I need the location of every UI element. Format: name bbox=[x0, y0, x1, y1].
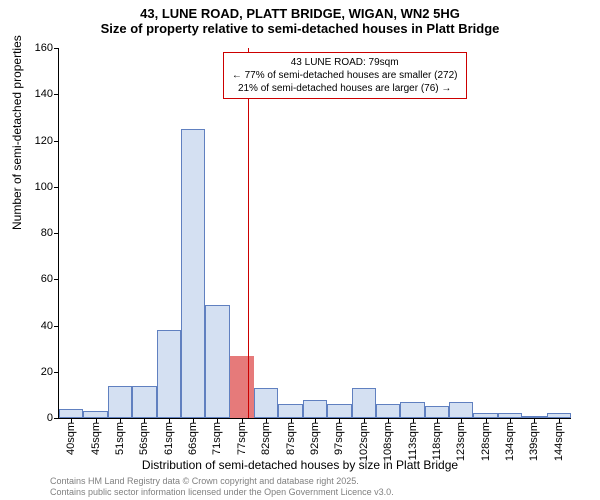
annotation-line-3: 21% of semi-detached houses are larger (… bbox=[232, 82, 458, 95]
footer-line-2: Contains public sector information licen… bbox=[50, 487, 394, 498]
x-tick-label: 123sqm bbox=[455, 422, 467, 462]
x-tick-label: 61sqm bbox=[163, 422, 175, 462]
y-tick-mark bbox=[54, 372, 59, 373]
title-line-1: 43, LUNE ROAD, PLATT BRIDGE, WIGAN, WN2 … bbox=[0, 6, 600, 21]
y-tick-mark bbox=[54, 94, 59, 95]
y-tick-label: 80 bbox=[23, 227, 53, 239]
y-tick-mark bbox=[54, 418, 59, 419]
histogram-bar bbox=[327, 404, 351, 418]
histogram-bar bbox=[108, 386, 132, 418]
x-tick-label: 108sqm bbox=[382, 422, 394, 462]
x-tick-label: 128sqm bbox=[480, 422, 492, 462]
x-tick-label: 45sqm bbox=[90, 422, 102, 462]
y-tick-label: 40 bbox=[23, 320, 53, 332]
x-tick-label: 144sqm bbox=[553, 422, 565, 462]
histogram-bar bbox=[449, 402, 473, 418]
y-tick-label: 140 bbox=[23, 88, 53, 100]
y-tick-label: 60 bbox=[23, 273, 53, 285]
y-axis-label: Number of semi-detached properties bbox=[10, 35, 24, 230]
x-tick-label: 40sqm bbox=[65, 422, 77, 462]
x-tick-label: 71sqm bbox=[211, 422, 223, 462]
histogram-bar bbox=[352, 388, 376, 418]
title-block: 43, LUNE ROAD, PLATT BRIDGE, WIGAN, WN2 … bbox=[0, 0, 600, 36]
x-tick-label: 51sqm bbox=[114, 422, 126, 462]
annotation-box: 43 LUNE ROAD: 79sqm← 77% of semi-detache… bbox=[223, 52, 467, 99]
x-tick-label: 82sqm bbox=[260, 422, 272, 462]
y-tick-label: 100 bbox=[23, 181, 53, 193]
x-tick-label: 66sqm bbox=[187, 422, 199, 462]
x-tick-label: 102sqm bbox=[358, 422, 370, 462]
x-tick-label: 87sqm bbox=[285, 422, 297, 462]
histogram-bar bbox=[303, 400, 327, 419]
annotation-line-2: ← 77% of semi-detached houses are smalle… bbox=[232, 69, 458, 82]
histogram-bar bbox=[254, 388, 278, 418]
title-line-2: Size of property relative to semi-detach… bbox=[0, 21, 600, 36]
footer-line-1: Contains HM Land Registry data © Crown c… bbox=[50, 476, 394, 487]
annotation-line-1: 43 LUNE ROAD: 79sqm bbox=[232, 56, 458, 69]
histogram-bar bbox=[157, 330, 181, 418]
x-tick-label: 77sqm bbox=[236, 422, 248, 462]
x-tick-label: 134sqm bbox=[504, 422, 516, 462]
y-tick-mark bbox=[54, 326, 59, 327]
histogram-bar bbox=[181, 129, 205, 418]
y-tick-mark bbox=[54, 48, 59, 49]
x-tick-label: 56sqm bbox=[138, 422, 150, 462]
histogram-bar bbox=[230, 356, 254, 418]
reference-line bbox=[248, 48, 249, 418]
histogram-bar bbox=[425, 406, 449, 418]
histogram-bar bbox=[376, 404, 400, 418]
histogram-bar bbox=[278, 404, 302, 418]
histogram-bar bbox=[59, 409, 83, 418]
x-tick-label: 113sqm bbox=[407, 422, 419, 462]
plot-area: 02040608010012014016040sqm45sqm51sqm56sq… bbox=[58, 48, 571, 419]
x-tick-label: 97sqm bbox=[333, 422, 345, 462]
x-tick-label: 118sqm bbox=[431, 422, 443, 462]
x-tick-label: 92sqm bbox=[309, 422, 321, 462]
y-tick-mark bbox=[54, 141, 59, 142]
histogram-bar bbox=[400, 402, 424, 418]
y-tick-label: 0 bbox=[23, 412, 53, 424]
y-tick-mark bbox=[54, 233, 59, 234]
histogram-bar bbox=[132, 386, 156, 418]
chart-area: 02040608010012014016040sqm45sqm51sqm56sq… bbox=[58, 48, 570, 418]
y-tick-label: 120 bbox=[23, 135, 53, 147]
y-tick-mark bbox=[54, 279, 59, 280]
x-tick-label: 139sqm bbox=[528, 422, 540, 462]
histogram-bar bbox=[83, 411, 107, 418]
y-tick-label: 20 bbox=[23, 366, 53, 378]
histogram-bar bbox=[205, 305, 229, 418]
footer: Contains HM Land Registry data © Crown c… bbox=[50, 476, 394, 498]
x-axis-label: Distribution of semi-detached houses by … bbox=[0, 458, 600, 472]
y-tick-mark bbox=[54, 187, 59, 188]
y-tick-label: 160 bbox=[23, 42, 53, 54]
chart-container: 43, LUNE ROAD, PLATT BRIDGE, WIGAN, WN2 … bbox=[0, 0, 600, 500]
